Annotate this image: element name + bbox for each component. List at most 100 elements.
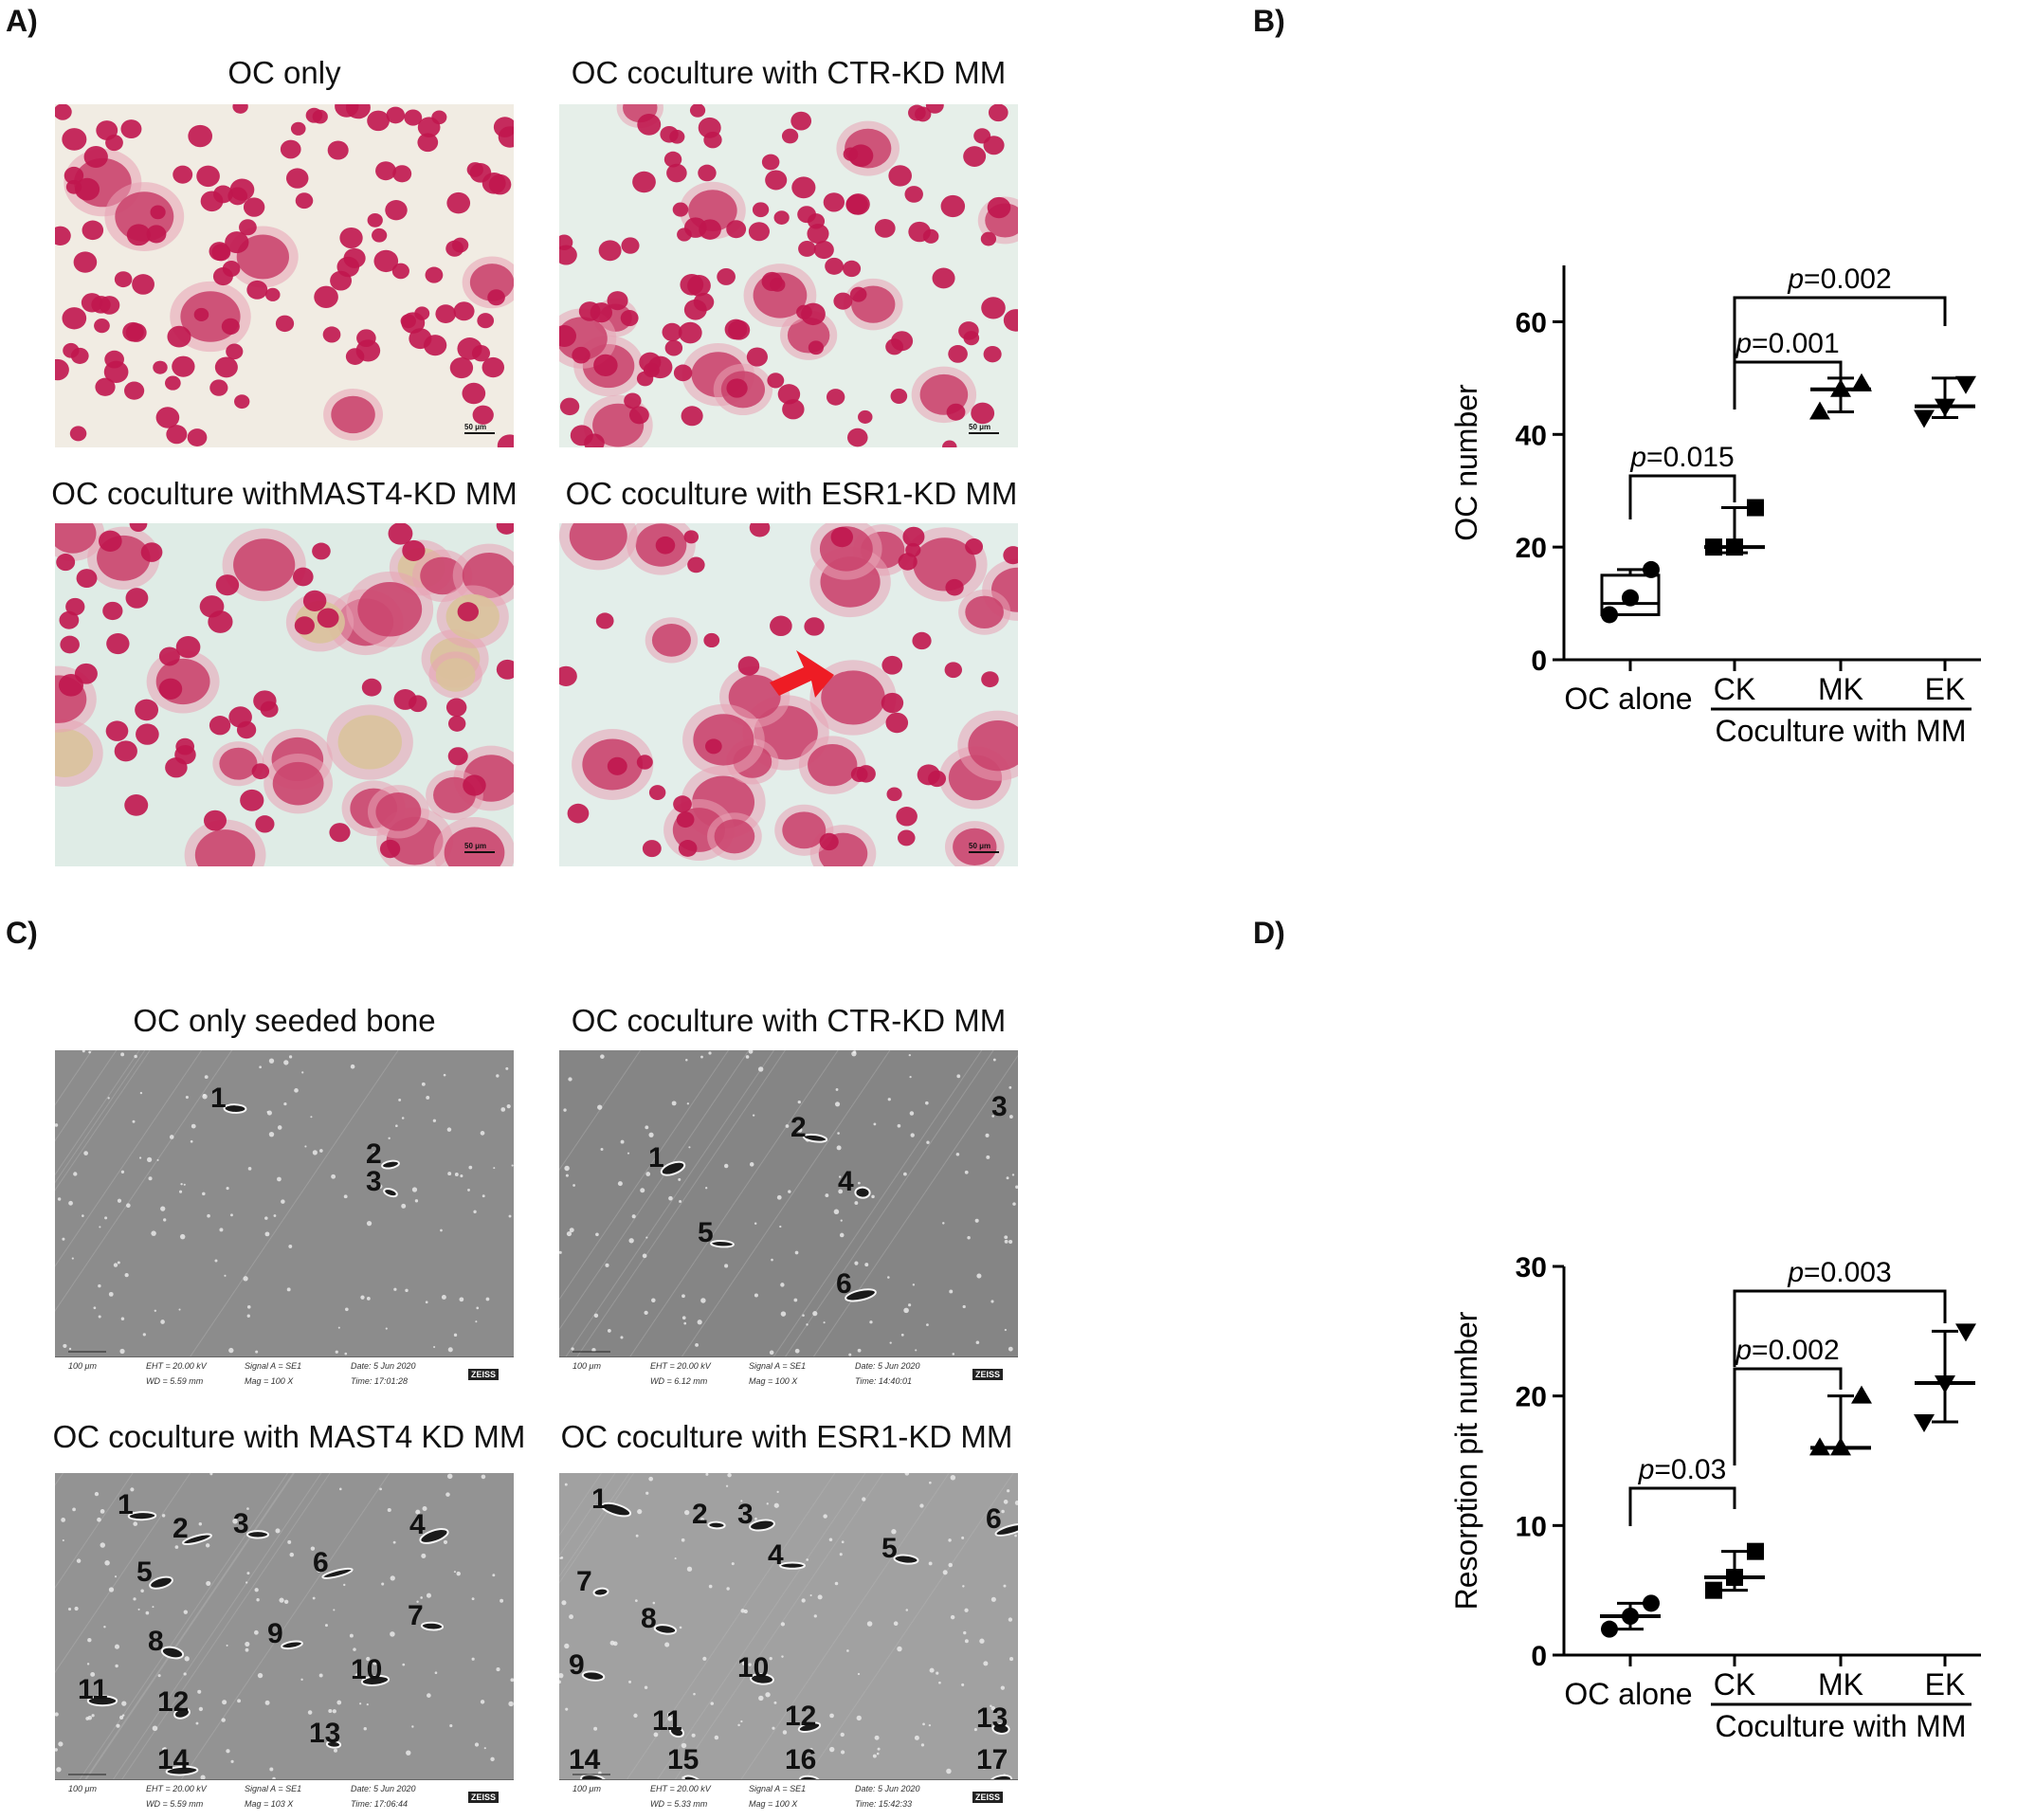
series-ek xyxy=(1914,375,1976,428)
p-value-label: p=0.002 xyxy=(1787,264,1891,295)
image-title: OC coculture with ESR1-KD MM xyxy=(560,1419,1013,1454)
pit-label: 13 xyxy=(976,1702,1008,1734)
data-point xyxy=(1851,1385,1872,1404)
y-axis-label: Resorption pit number xyxy=(1449,1311,1483,1610)
pit-label: 2 xyxy=(366,1138,382,1170)
pit-label: 13 xyxy=(309,1718,341,1750)
y-tick-label: 0 xyxy=(1531,646,1547,677)
pit-label: 2 xyxy=(173,1512,189,1544)
pit-label: 6 xyxy=(313,1546,329,1578)
sem-wd: WD = 6.12 mm xyxy=(650,1376,708,1386)
sem-scale: 100 μm xyxy=(68,1784,97,1793)
trap-stain-micrograph-ctr-kd xyxy=(559,104,1018,447)
sem-scale: 100 μm xyxy=(68,1361,97,1371)
pit-label: 1 xyxy=(591,1483,608,1515)
sem-mag: Mag = 100 X xyxy=(749,1799,798,1809)
pit-label: 15 xyxy=(667,1744,700,1775)
panel-c-label: C) xyxy=(6,916,38,950)
x-tick-label: MK xyxy=(1818,672,1863,706)
pit-label: 3 xyxy=(233,1507,249,1539)
sem-time: Time: 15:42:33 xyxy=(855,1799,912,1809)
pit-label: 14 xyxy=(569,1744,601,1775)
pit-label: 5 xyxy=(136,1556,153,1588)
p-value-label: p=0.015 xyxy=(1629,442,1734,473)
y-tick-label: 10 xyxy=(1516,1511,1547,1542)
sem-time: Time: 17:01:28 xyxy=(351,1376,408,1386)
sem-wd: WD = 5.59 mm xyxy=(146,1799,204,1809)
data-point xyxy=(1705,1581,1722,1599)
sem-info-bar: 100 μm EHT = 20.00 kV WD = 6.12 mm Signa… xyxy=(559,1356,1018,1393)
pit-label: 3 xyxy=(991,1091,1008,1123)
data-point xyxy=(1914,1414,1935,1432)
trap-stain-micrograph-oc-only xyxy=(55,104,514,447)
series-ck xyxy=(1704,1542,1765,1599)
data-point xyxy=(1726,1569,1743,1586)
sem-eht: EHT = 20.00 kV xyxy=(650,1361,711,1371)
pit-label: 16 xyxy=(785,1744,817,1775)
scale-bar-label: 50 μm xyxy=(464,423,487,431)
data-point xyxy=(1830,378,1851,397)
data-point xyxy=(1914,410,1935,428)
pit-label: 4 xyxy=(409,1509,426,1541)
group-label: Coculture with MM xyxy=(1716,1709,1967,1743)
panel-a-label: A) xyxy=(6,4,38,38)
zeiss-logo: ZEISS xyxy=(972,1369,1004,1380)
data-point xyxy=(1601,606,1618,624)
data-point xyxy=(1955,375,1976,394)
significance-bracket: p=0.003 xyxy=(1733,1257,1947,1367)
group-label: Coculture with MM xyxy=(1716,714,1967,748)
sem-signal: Signal A = SE1 xyxy=(245,1361,302,1371)
zeiss-logo: ZEISS xyxy=(468,1792,500,1803)
pit-label: 3 xyxy=(737,1499,754,1530)
sem-scale: 100 μm xyxy=(572,1361,601,1371)
sem-micrograph-esr1-kd: 100 μm EHT = 20.00 kV WD = 5.33 mm Signa… xyxy=(559,1473,1018,1816)
data-point xyxy=(1643,1594,1660,1612)
pit-label: 2 xyxy=(692,1499,708,1530)
x-tick-label: CK xyxy=(1714,672,1755,706)
pit-label: 10 xyxy=(737,1652,770,1684)
series-mk xyxy=(1809,373,1872,420)
pit-label: 10 xyxy=(351,1654,383,1685)
data-point xyxy=(1601,1620,1618,1638)
data-point xyxy=(1830,1437,1851,1456)
sem-eht: EHT = 20.00 kV xyxy=(146,1784,207,1793)
pit-label: 1 xyxy=(648,1141,664,1174)
panel-b-label: B) xyxy=(1253,4,1285,38)
image-title: OC only seeded bone xyxy=(133,1003,436,1038)
pit-label: 17 xyxy=(976,1744,1008,1775)
panel-d-label: D) xyxy=(1253,916,1285,950)
x-tick-label: OC alone xyxy=(1564,682,1692,716)
x-tick-label: CK xyxy=(1714,1667,1755,1702)
red-arrow-icon xyxy=(770,650,834,698)
pit-label: 6 xyxy=(986,1502,1002,1535)
data-point xyxy=(1935,398,1955,417)
sem-mag: Mag = 100 X xyxy=(749,1376,798,1386)
series-ek xyxy=(1914,1323,1976,1432)
sem-info-bar: 100 μm EHT = 20.00 kV WD = 5.59 mm Signa… xyxy=(55,1779,514,1816)
resorption-pit-chart: 0 10 20 30 Resorption pit number OC alone CK MK… xyxy=(1449,1252,1981,1743)
p-value-label: p=0.003 xyxy=(1787,1257,1891,1288)
y-tick-label: 30 xyxy=(1516,1252,1547,1283)
pit-label: 14 xyxy=(157,1744,190,1775)
pit-label: 12 xyxy=(157,1686,190,1719)
y-tick-label: 20 xyxy=(1516,533,1547,564)
sem-signal: Signal A = SE1 xyxy=(245,1784,302,1793)
sem-wd: WD = 5.33 mm xyxy=(650,1799,708,1809)
data-point xyxy=(1935,1375,1955,1393)
data-point xyxy=(1622,1608,1639,1625)
pit-label: 3 xyxy=(366,1166,382,1198)
pit-label: 7 xyxy=(576,1565,592,1597)
sem-time: Time: 17:06:44 xyxy=(351,1799,408,1809)
pit-label: 5 xyxy=(698,1217,714,1249)
data-point xyxy=(1705,538,1722,556)
box xyxy=(1600,573,1661,616)
sem-micrograph-mast4-kd: 100 μm EHT = 20.00 kV WD = 5.59 mm Signa… xyxy=(55,1473,514,1816)
series-mk xyxy=(1809,1385,1872,1456)
image-title: OC coculture with CTR-KD MM xyxy=(571,55,1007,90)
scale-bar-label: 50 μm xyxy=(464,842,487,850)
pit-label: 6 xyxy=(836,1268,852,1301)
pit-label: 7 xyxy=(408,1599,424,1631)
sem-eht: EHT = 20.00 kV xyxy=(650,1784,711,1793)
image-title: OC coculture with CTR-KD MM xyxy=(571,1003,1007,1038)
pit-label: 5 xyxy=(881,1533,898,1565)
